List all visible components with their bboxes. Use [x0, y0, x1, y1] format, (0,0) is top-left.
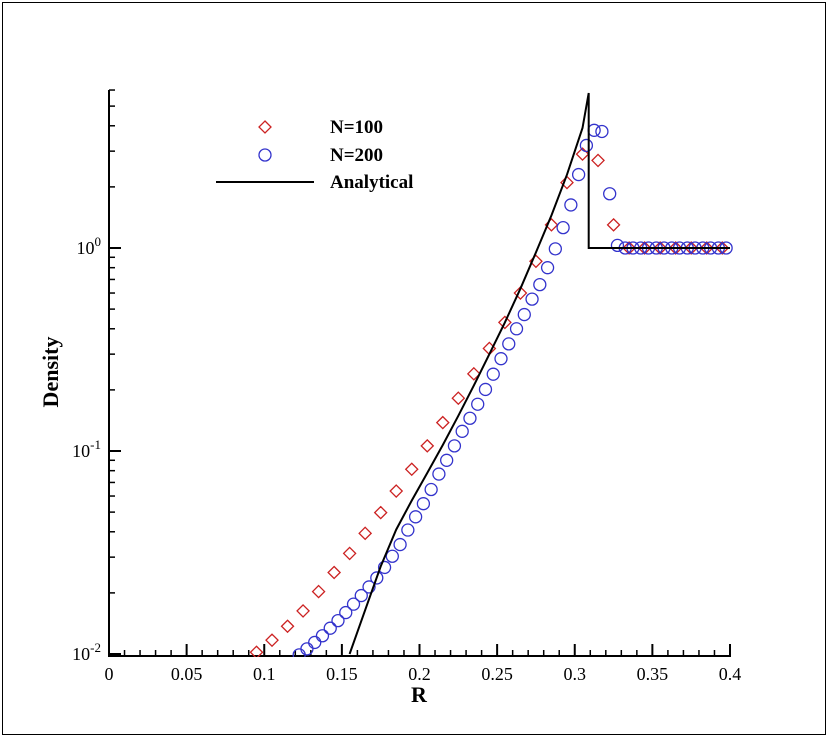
n200-point [533, 277, 547, 292]
n200-point [440, 453, 454, 467]
n200-point [401, 523, 415, 537]
n200-point [408, 510, 423, 524]
y-axis-title: Density [38, 337, 63, 408]
n200-point [502, 337, 516, 351]
n200-point [595, 124, 609, 139]
legend: N=100 N=200 Analytical [216, 117, 413, 193]
n200-point [416, 497, 431, 511]
x-tick-label: 0.3 [564, 664, 587, 684]
n100-point [358, 526, 373, 541]
n100-point [668, 241, 683, 255]
legend-label: N=200 [330, 145, 383, 166]
n100-point [327, 565, 342, 580]
x-tick-label: 0.05 [171, 664, 203, 684]
n200-point [517, 307, 531, 322]
legend-n100-marker [258, 120, 272, 134]
legend-label: Analytical [330, 172, 413, 193]
n100-point [575, 147, 590, 162]
x-axis-title: R [411, 682, 428, 707]
n100-point [699, 241, 714, 255]
n200-point [571, 167, 586, 182]
n200-point [478, 382, 493, 397]
n100-point [513, 286, 528, 300]
n100-point [606, 217, 621, 232]
n100-point [265, 633, 279, 648]
y-tick-exponent: 0 [95, 234, 102, 249]
n200-point [323, 621, 337, 635]
n200-point [486, 367, 500, 381]
y-tick-label: 10-2 [72, 640, 101, 664]
n200-point [556, 220, 570, 235]
y-tick-exponent: -2 [90, 640, 101, 655]
n100-point [342, 546, 357, 561]
n100-point [560, 175, 574, 190]
n200-point [525, 292, 539, 306]
n100-point [637, 241, 652, 255]
n200-point [393, 537, 407, 552]
n100-point [389, 484, 404, 498]
n100-point [466, 366, 481, 381]
n200-point [385, 549, 399, 563]
n200-point [564, 198, 578, 212]
x-tick-label: 0 [105, 664, 114, 684]
n200-point [540, 261, 555, 275]
n200-point [447, 439, 462, 453]
n100-point [451, 391, 466, 406]
x-tick-label: 0.2 [408, 664, 431, 684]
y-tick-base: 10 [72, 644, 90, 664]
n200-point [548, 242, 562, 256]
n100-point [653, 241, 668, 255]
n200-point [331, 613, 345, 628]
x-tick-label: 0.25 [481, 664, 513, 684]
n200-point [471, 397, 485, 411]
n200-point [424, 482, 438, 497]
y-tick-base: 10 [77, 238, 95, 258]
n200-point [339, 605, 353, 620]
n200-point [377, 560, 392, 575]
n200-point [354, 588, 368, 603]
legend-n200-marker [258, 148, 272, 162]
analytical-line [348, 92, 730, 655]
n100-point [715, 241, 730, 255]
n100-point [404, 462, 419, 477]
n100-point [591, 153, 605, 168]
n100-point [622, 241, 637, 255]
n100-point [249, 645, 264, 657]
n200-point [308, 635, 322, 650]
x-tick-label: 0.1 [253, 664, 276, 684]
n200-point [300, 642, 314, 656]
n200-point [509, 322, 524, 336]
n100-point [435, 415, 450, 430]
n100-point [280, 619, 295, 634]
n200-point [362, 580, 376, 594]
n200-point [494, 352, 508, 366]
n200-point [455, 424, 469, 438]
y-tick-base: 10 [72, 441, 90, 461]
n200-point [463, 411, 477, 425]
n200-point [579, 138, 594, 153]
n100-point [373, 505, 388, 520]
n200-point [370, 571, 384, 585]
n100-point [684, 241, 699, 255]
n200-point [432, 467, 446, 481]
x-tick-label: 0.35 [637, 664, 669, 684]
x-tick-label: 0.15 [326, 664, 358, 684]
chart-marks [249, 92, 733, 657]
n100-point [420, 438, 435, 453]
n100-point [497, 315, 512, 330]
n100-point [296, 604, 310, 618]
y-tick-label: 100 [77, 234, 102, 258]
n200-point [315, 629, 330, 643]
legend-label: N=100 [330, 117, 383, 138]
x-tick-label: 0.4 [719, 664, 742, 684]
y-tick-exponent: -1 [90, 437, 101, 452]
n100-point [311, 584, 326, 599]
y-tick-label: 10-1 [72, 437, 101, 461]
n200-point [610, 238, 625, 253]
n200-point [603, 187, 617, 201]
n200-point [346, 597, 361, 611]
